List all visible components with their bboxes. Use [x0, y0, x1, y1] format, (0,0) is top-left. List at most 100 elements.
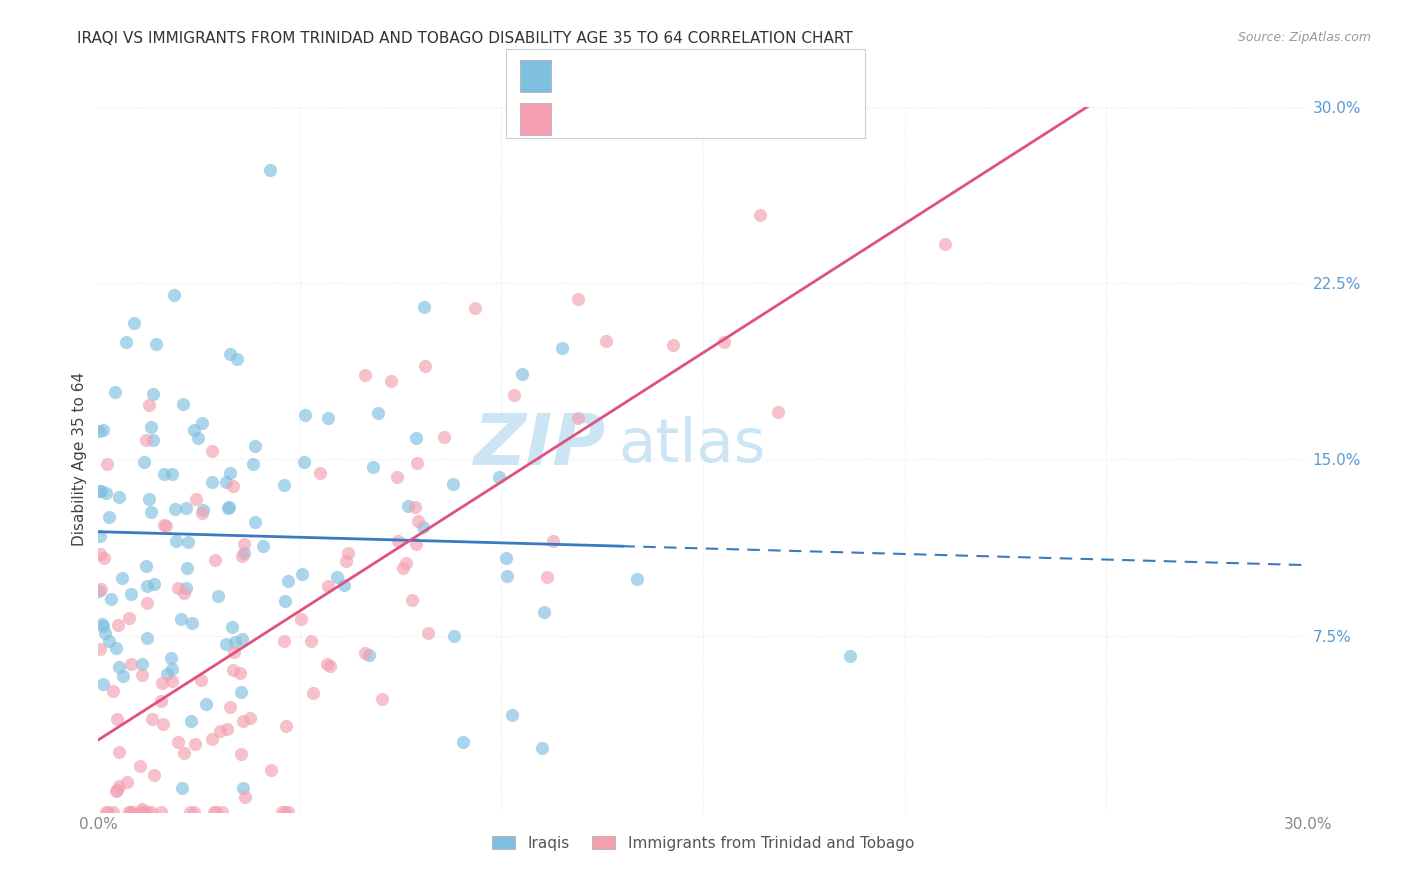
Point: [108, 490, 131, 504]
Point: [183, 805, 205, 819]
Point: [89, 642, 111, 657]
Point: [121, 805, 143, 819]
Point: [713, 335, 735, 350]
Point: [93, 550, 115, 565]
Point: [104, 641, 127, 656]
Point: [112, 669, 135, 683]
Point: [219, 700, 242, 714]
Point: [488, 470, 510, 484]
Point: [361, 459, 384, 474]
Point: [217, 500, 239, 515]
Point: [167, 582, 190, 596]
Text: ZIP: ZIP: [474, 411, 606, 480]
Point: [201, 732, 224, 747]
Point: [536, 570, 558, 584]
Point: [749, 208, 772, 222]
Point: [105, 712, 128, 726]
Point: [94, 626, 117, 640]
Point: [318, 659, 340, 673]
Point: [245, 515, 267, 529]
Point: [276, 719, 298, 733]
Point: [215, 637, 238, 651]
Point: [107, 618, 129, 632]
Point: [183, 423, 205, 437]
Point: [122, 316, 145, 330]
Point: [232, 546, 254, 560]
Point: [416, 626, 439, 640]
Point: [501, 708, 523, 723]
Point: [156, 666, 179, 681]
Point: [273, 633, 295, 648]
Point: [143, 768, 166, 782]
Point: [117, 805, 139, 819]
Point: [190, 506, 212, 520]
Point: [165, 502, 187, 516]
Point: [141, 420, 163, 434]
Point: [229, 666, 252, 681]
Point: [204, 553, 226, 567]
Point: [838, 648, 860, 663]
Point: [441, 476, 464, 491]
Point: [502, 388, 524, 402]
Text: R =: R =: [562, 110, 602, 128]
Point: [510, 367, 533, 381]
Point: [153, 467, 176, 481]
Text: Source: ZipAtlas.com: Source: ZipAtlas.com: [1237, 31, 1371, 45]
Point: [201, 443, 224, 458]
Point: [243, 439, 266, 453]
Point: [292, 455, 315, 469]
Point: [153, 517, 176, 532]
Point: [152, 716, 174, 731]
Point: [98, 634, 121, 648]
Point: [233, 536, 256, 550]
Point: [90, 484, 112, 499]
Point: [495, 550, 517, 565]
Point: [120, 587, 142, 601]
Point: [89, 483, 111, 498]
Point: [160, 467, 183, 482]
Point: [218, 500, 240, 515]
Point: [174, 581, 197, 595]
Point: [135, 631, 157, 645]
Point: [160, 674, 183, 689]
Point: [224, 634, 246, 648]
Point: [136, 805, 159, 819]
Point: [380, 375, 402, 389]
Point: [145, 336, 167, 351]
Point: [405, 431, 427, 445]
Point: [136, 596, 159, 610]
Point: [170, 612, 193, 626]
Point: [259, 163, 281, 178]
Point: [222, 479, 245, 493]
Point: [229, 685, 252, 699]
Point: [271, 805, 294, 819]
Point: [155, 519, 177, 533]
Point: [222, 664, 245, 678]
Point: [96, 486, 118, 500]
Point: [531, 741, 554, 756]
Point: [662, 338, 685, 352]
Point: [174, 501, 197, 516]
Point: [294, 408, 316, 422]
Point: [233, 789, 256, 804]
Point: [143, 577, 166, 591]
Point: [191, 502, 214, 516]
Point: [221, 620, 243, 634]
Point: [202, 805, 225, 819]
Point: [136, 579, 159, 593]
Point: [309, 466, 332, 480]
Point: [301, 633, 323, 648]
Point: [131, 668, 153, 682]
Point: [413, 359, 436, 373]
Point: [551, 341, 574, 355]
Point: [142, 387, 165, 401]
Point: [107, 745, 129, 759]
Point: [96, 805, 118, 819]
Point: [541, 533, 564, 548]
Point: [184, 491, 207, 506]
Point: [367, 406, 389, 420]
Point: [533, 605, 555, 619]
Point: [108, 660, 131, 674]
Legend: Iraqis, Immigrants from Trinidad and Tobago: Iraqis, Immigrants from Trinidad and Tob…: [486, 830, 920, 857]
Point: [443, 628, 465, 642]
